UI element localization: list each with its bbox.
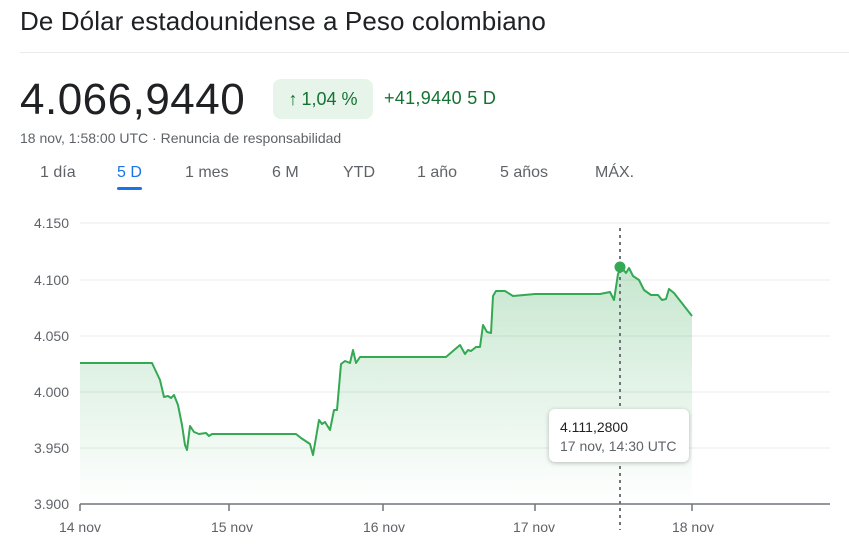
y-tick-label: 4.100	[34, 272, 69, 288]
x-axis-labels: 14 nov 15 nov 16 nov 17 nov 18 nov	[59, 519, 714, 535]
tab-1-day[interactable]: 1 día	[40, 164, 76, 181]
price-area	[80, 267, 692, 504]
page-title: De Dólar estadounidense a Peso colombian…	[20, 6, 546, 36]
price-line	[80, 266, 693, 456]
x-axis	[79, 503, 830, 511]
change-absolute: +41,9440 5 D	[384, 88, 497, 108]
tooltip-value: 4.111,2800	[560, 419, 628, 435]
y-tick-label: 3.900	[34, 496, 69, 512]
tab-ytd[interactable]: YTD	[343, 164, 375, 181]
current-price: 4.066,9440	[20, 75, 246, 124]
hover-point	[614, 261, 626, 273]
x-tick-label: 17 nov	[513, 519, 555, 535]
disclaimer-link[interactable]: Renuncia de responsabilidad	[160, 130, 342, 146]
tab-max[interactable]: MÁX.	[595, 164, 635, 181]
y-axis-labels: 4.150 4.100 4.050 4.000 3.950 3.900	[34, 215, 69, 512]
change-percent: 1,04 %	[301, 88, 358, 109]
tab-5-days[interactable]: 5 D	[117, 164, 142, 190]
header-divider	[20, 52, 849, 53]
x-tick-label: 18 nov	[672, 519, 714, 535]
chart-tooltip: 4.111,2800 17 nov, 14:30 UTC	[549, 409, 689, 462]
y-tick-label: 4.050	[34, 328, 69, 344]
price-chart[interactable]: 4.150 4.100 4.050 4.000 3.950 3.900 14 n…	[0, 200, 849, 554]
arrow-up-icon: ↑	[288, 88, 298, 109]
y-tick-label: 4.150	[34, 215, 69, 231]
x-tick-label: 14 nov	[59, 519, 101, 535]
x-tick-label: 15 nov	[211, 519, 253, 535]
tab-1-month[interactable]: 1 mes	[185, 164, 229, 181]
change-percent-badge: ↑ 1,04 %	[273, 79, 373, 119]
tooltip-datetime: 17 nov, 14:30 UTC	[560, 438, 677, 454]
tab-1-year[interactable]: 1 año	[417, 164, 458, 181]
quote-timestamp: 18 nov, 1:58:00 UTC	[20, 130, 149, 146]
y-tick-label: 4.000	[34, 384, 69, 400]
tab-6-months[interactable]: 6 M	[272, 164, 299, 181]
x-tick-label: 16 nov	[363, 519, 405, 535]
quote-meta: 18 nov, 1:58:00 UTC · Renuncia de respon…	[20, 130, 341, 146]
tab-5-years[interactable]: 5 años	[500, 164, 549, 181]
y-tick-label: 3.950	[34, 440, 69, 456]
meta-separator: ·	[148, 130, 161, 146]
